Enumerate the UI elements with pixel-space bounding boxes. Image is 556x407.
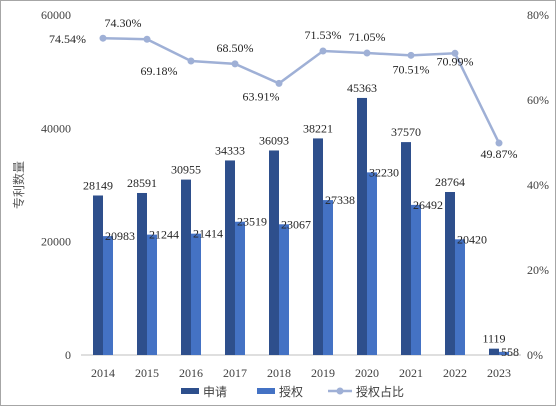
bar-apply bbox=[181, 179, 191, 355]
bar-apply bbox=[313, 138, 323, 355]
legend-swatch-grant bbox=[257, 388, 275, 394]
y-tick-label: 40000 bbox=[41, 121, 71, 135]
bar-data-labels: 28149 20983 28591 21244 30955 21414 34333 23519… bbox=[83, 81, 519, 359]
data-label-apply: 45363 bbox=[347, 81, 377, 95]
data-label-ratio: 70.99% bbox=[437, 54, 474, 68]
data-label-ratio: 69.18% bbox=[141, 64, 178, 78]
ratio-point bbox=[495, 139, 503, 147]
bar-grant bbox=[499, 351, 509, 355]
ratio-point bbox=[319, 47, 327, 55]
bar-apply bbox=[489, 348, 499, 355]
y-tick-label: 0 bbox=[65, 348, 71, 362]
ratio-point bbox=[407, 51, 415, 59]
x-tick-label: 2016 bbox=[179, 366, 203, 380]
x-tick-label: 2018 bbox=[267, 366, 291, 380]
data-label-grant: 21414 bbox=[193, 227, 223, 241]
ratio-point bbox=[451, 49, 459, 57]
data-label-apply: 28764 bbox=[435, 175, 465, 189]
y2-tick-label: 40% bbox=[527, 178, 549, 192]
ratio-point bbox=[99, 34, 107, 42]
data-label-ratio: 68.50% bbox=[217, 41, 254, 55]
bar-grant bbox=[103, 236, 113, 355]
data-label-apply: 36093 bbox=[259, 133, 289, 147]
primary-y-axis: 0 20000 40000 60000 bbox=[41, 8, 71, 362]
data-label-apply: 28149 bbox=[83, 178, 113, 192]
data-label-apply: 38221 bbox=[303, 121, 333, 135]
legend: 申请 授权 授权占比 bbox=[181, 384, 404, 399]
data-label-ratio: 74.54% bbox=[49, 32, 86, 46]
y-tick-label: 20000 bbox=[41, 235, 71, 249]
data-label-apply: 28591 bbox=[127, 176, 157, 190]
legend-swatch-apply bbox=[181, 388, 199, 394]
bar-apply bbox=[93, 195, 103, 355]
data-label-grant: 20983 bbox=[105, 229, 135, 243]
y2-tick-label: 60% bbox=[527, 93, 549, 107]
ratio-point bbox=[187, 57, 195, 65]
data-label-grant: 27338 bbox=[325, 193, 355, 207]
legend-marker-ratio bbox=[336, 387, 344, 395]
bar-grant bbox=[455, 239, 465, 355]
bar-grant bbox=[279, 224, 289, 355]
bar-apply bbox=[137, 192, 147, 355]
bar-apply bbox=[269, 150, 279, 355]
data-label-ratio: 71.53% bbox=[305, 28, 342, 42]
y2-tick-label: 80% bbox=[527, 8, 549, 22]
data-label-apply: 1119 bbox=[482, 332, 505, 346]
data-label-ratio: 70.51% bbox=[393, 62, 430, 76]
y2-tick-label: 0% bbox=[527, 348, 543, 362]
x-tick-label: 2014 bbox=[91, 366, 115, 380]
data-label-grant: 23519 bbox=[237, 215, 267, 229]
data-label-apply: 30955 bbox=[171, 163, 201, 177]
bar-grant bbox=[323, 200, 333, 355]
bar-grant bbox=[235, 221, 245, 355]
data-label-ratio: 71.05% bbox=[349, 30, 386, 44]
x-axis-ticks: 2014 2015 2016 2017 2018 2019 2020 2021 2022 2023 bbox=[91, 366, 511, 380]
legend-label-apply: 申请 bbox=[203, 385, 227, 399]
x-tick-label: 2021 bbox=[399, 366, 423, 380]
data-label-grant: 23067 bbox=[281, 217, 311, 231]
bar-grant bbox=[191, 233, 201, 355]
ratio-point bbox=[143, 35, 151, 43]
data-label-grant: 20420 bbox=[457, 232, 487, 246]
x-tick-label: 2019 bbox=[311, 366, 335, 380]
bar-apply bbox=[225, 160, 235, 355]
x-tick-label: 2015 bbox=[135, 366, 159, 380]
data-label-grant: 26492 bbox=[413, 198, 443, 212]
bar-apply bbox=[401, 142, 411, 355]
bar-series bbox=[93, 97, 509, 356]
bar-grant bbox=[411, 204, 421, 355]
bar-grant bbox=[147, 234, 157, 355]
ratio-point bbox=[275, 79, 283, 87]
data-label-apply: 34333 bbox=[215, 143, 245, 157]
data-label-apply: 37570 bbox=[391, 125, 421, 139]
x-tick-label: 2023 bbox=[487, 366, 511, 380]
ratio-line bbox=[102, 36, 501, 144]
ratio-point bbox=[231, 60, 239, 68]
x-tick-label: 2020 bbox=[355, 366, 379, 380]
bar-apply bbox=[357, 97, 367, 356]
data-label-grant: 21244 bbox=[149, 228, 179, 242]
bar-apply bbox=[445, 192, 455, 355]
ratio-line-series bbox=[99, 34, 503, 147]
legend-label-ratio: 授权占比 bbox=[356, 384, 404, 399]
x-tick-label: 2017 bbox=[223, 366, 247, 380]
data-label-ratio: 63.91% bbox=[243, 89, 280, 103]
y-tick-label: 60000 bbox=[41, 8, 71, 22]
bar-grant bbox=[367, 172, 377, 355]
ratio-data-labels: 74.54% 74.30% 69.18% 68.50% 63.91% 71.53% 71.0… bbox=[49, 16, 518, 161]
y-axis-title: 专利数量 bbox=[11, 161, 26, 209]
ratio-point bbox=[363, 49, 371, 57]
data-label-ratio: 49.87% bbox=[481, 147, 518, 161]
y2-tick-label: 20% bbox=[527, 263, 549, 277]
secondary-y-axis: 0% 20% 40% 60% 80% bbox=[527, 8, 549, 362]
legend-label-grant: 授权 bbox=[279, 384, 303, 399]
x-tick-label: 2022 bbox=[443, 366, 467, 380]
data-label-grant: 558 bbox=[501, 345, 519, 359]
data-label-ratio: 74.30% bbox=[105, 16, 142, 30]
data-label-grant: 32230 bbox=[369, 165, 399, 179]
